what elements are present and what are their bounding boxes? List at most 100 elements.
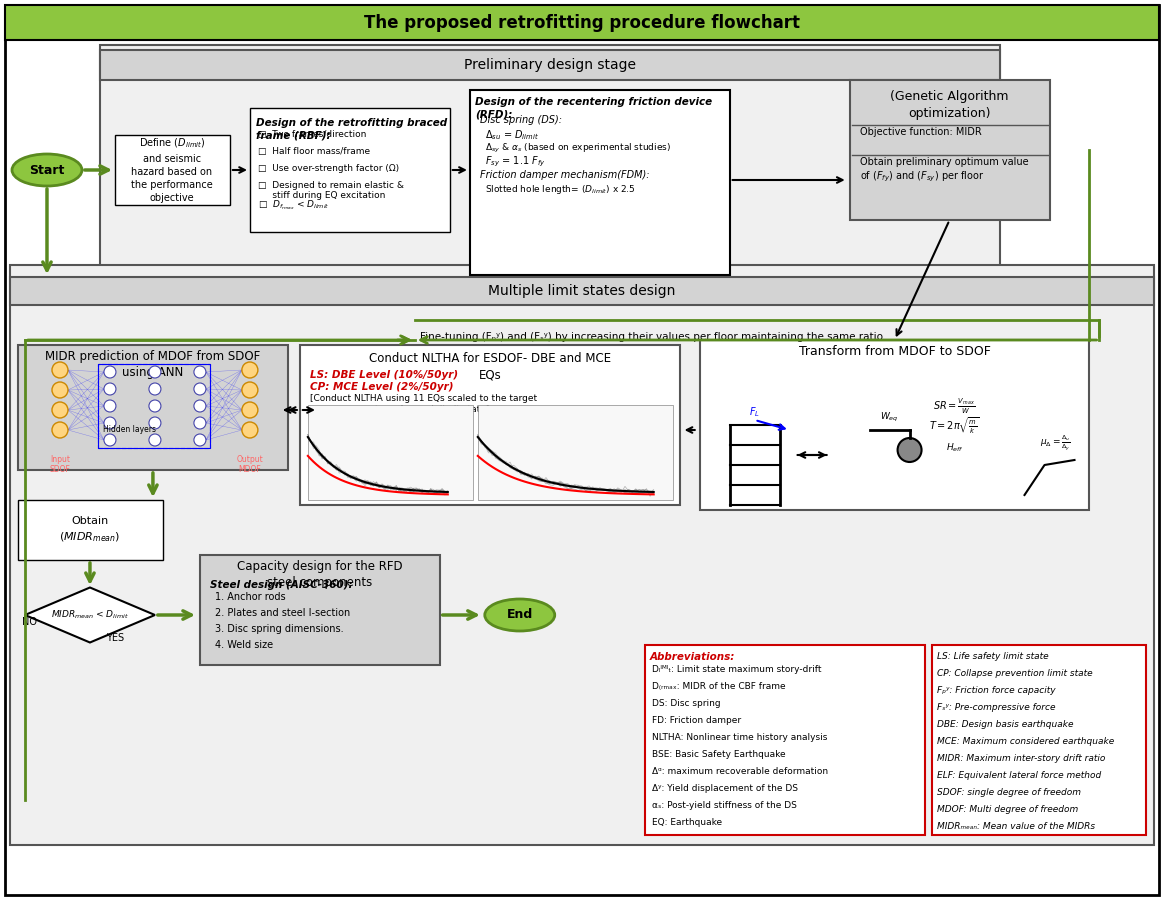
Text: Design of the recentering friction device
(RFD):: Design of the recentering friction devic… — [475, 97, 712, 120]
Text: Obtain
$(MIDR_{mean})$: Obtain $(MIDR_{mean})$ — [59, 517, 121, 544]
Bar — [115, 135, 230, 205]
Circle shape — [104, 434, 116, 446]
Bar — [17, 345, 288, 470]
Text: Disc spring (DS):: Disc spring (DS): — [480, 115, 562, 125]
Text: The proposed retrofitting procedure flowchart: The proposed retrofitting procedure flow… — [363, 14, 799, 32]
Text: 2. Plates and steel I-section: 2. Plates and steel I-section — [214, 608, 351, 618]
Text: D₍ᵣₘₐₓ: MIDR of the CBF frame: D₍ᵣₘₐₓ: MIDR of the CBF frame — [651, 682, 785, 691]
Circle shape — [52, 362, 68, 378]
Text: MIDR prediction of MDOF from SDOF
using ANN: MIDR prediction of MDOF from SDOF using … — [45, 350, 261, 379]
Circle shape — [104, 417, 116, 429]
Text: Define ($D_{limit}$)
and seismic
hazard based on
the performance
objective: Define ($D_{limit}$) and seismic hazard … — [130, 137, 213, 203]
Text: $H_{eff}$: $H_{eff}$ — [946, 441, 963, 454]
Text: Transform from MDOF to SDOF: Transform from MDOF to SDOF — [799, 345, 990, 358]
Circle shape — [104, 366, 116, 378]
Circle shape — [193, 383, 206, 395]
Text: Capacity design for the RFD
steel components: Capacity design for the RFD steel compon… — [236, 560, 403, 589]
Circle shape — [149, 400, 161, 412]
Text: LS: Life safety limit state: LS: Life safety limit state — [937, 652, 1048, 661]
Circle shape — [242, 362, 257, 378]
Bar — [469, 90, 729, 275]
Bar — [299, 345, 679, 505]
Text: MIDRₘₑₐₙ: Mean value of the MIDRs: MIDRₘₑₐₙ: Mean value of the MIDRs — [937, 822, 1095, 831]
Text: □  Two frames/direction: □ Two frames/direction — [257, 130, 366, 139]
Bar — [100, 50, 1000, 80]
Text: Fₚʸ: Friction force capacity: Fₚʸ: Friction force capacity — [937, 686, 1055, 695]
Circle shape — [52, 402, 68, 418]
Bar — [98, 364, 210, 448]
Text: YES: YES — [106, 633, 123, 643]
Bar — [10, 265, 1155, 845]
Text: $W_{eq}$: $W_{eq}$ — [881, 411, 899, 425]
Text: □  $D_{f_{rmax}}$ < $D_{limit}$: □ $D_{f_{rmax}}$ < $D_{limit}$ — [257, 198, 330, 212]
Text: αₛ: Post-yield stiffness of the DS: αₛ: Post-yield stiffness of the DS — [651, 801, 797, 810]
Text: □  Half floor mass/frame: □ Half floor mass/frame — [257, 147, 370, 156]
Text: Design of the retrofitting braced
frame (RBF):: Design of the retrofitting braced frame … — [256, 118, 447, 140]
Text: Objective function: MIDR: Objective function: MIDR — [860, 127, 981, 137]
Bar — [5, 5, 1159, 40]
Text: $MIDR_{mean}$ < $D_{limit}$: $MIDR_{mean}$ < $D_{limit}$ — [51, 608, 129, 621]
Circle shape — [897, 438, 922, 462]
Text: Hidden layers: Hidden layers — [104, 426, 156, 435]
Bar — [478, 405, 672, 500]
Circle shape — [52, 422, 68, 438]
Text: Output
MDOF: Output MDOF — [236, 455, 263, 474]
Text: 1. Anchor rods: 1. Anchor rods — [214, 592, 285, 602]
Text: EQ: Earthquake: EQ: Earthquake — [651, 818, 722, 827]
Text: [Conduct NLTHA using 11 EQs scaled to the target
response spectrum for each limi: [Conduct NLTHA using 11 EQs scaled to th… — [310, 394, 537, 414]
Text: ELF: Equivalent lateral force method: ELF: Equivalent lateral force method — [937, 771, 1101, 780]
Circle shape — [193, 417, 206, 429]
Circle shape — [52, 382, 68, 398]
Text: 3. Disc spring dimensions.: 3. Disc spring dimensions. — [214, 624, 344, 634]
Circle shape — [149, 383, 161, 395]
Text: $\Delta_{su}$ = $D_{limit}$: $\Delta_{su}$ = $D_{limit}$ — [485, 128, 538, 142]
Circle shape — [193, 434, 206, 446]
Circle shape — [149, 366, 161, 378]
Text: FD: Friction damper: FD: Friction damper — [651, 716, 741, 725]
Text: LS: DBE Level (10%/50yr): LS: DBE Level (10%/50yr) — [310, 370, 458, 380]
Circle shape — [149, 434, 161, 446]
Circle shape — [104, 383, 116, 395]
Text: $SR = \frac{V_{max}}{W}$: $SR = \frac{V_{max}}{W}$ — [933, 396, 975, 416]
Bar — [308, 405, 473, 500]
Text: SDOF: single degree of freedom: SDOF: single degree of freedom — [937, 788, 1081, 797]
Text: BSE: Basic Safety Earthquake: BSE: Basic Safety Earthquake — [651, 750, 785, 759]
Text: Dₗᴵᴹᴵₜ: Limit state maximum story-drift: Dₗᴵᴹᴵₜ: Limit state maximum story-drift — [651, 665, 821, 674]
Bar — [10, 277, 1155, 305]
Circle shape — [193, 400, 206, 412]
Text: Δᵅ: maximum recoverable deformation: Δᵅ: maximum recoverable deformation — [651, 767, 828, 776]
Bar — [849, 80, 1050, 220]
Ellipse shape — [12, 154, 82, 186]
Text: Input
SDOF: Input SDOF — [50, 455, 70, 474]
Bar — [700, 340, 1089, 510]
Bar — [200, 555, 440, 665]
Text: End: End — [507, 608, 532, 622]
Text: MIDR: Maximum inter-story drift ratio: MIDR: Maximum inter-story drift ratio — [937, 754, 1104, 763]
Ellipse shape — [485, 599, 555, 631]
Text: Fine-tuning (Fₚʸ) and (Fₛʸ) by increasing their values per floor maintaining the: Fine-tuning (Fₚʸ) and (Fₛʸ) by increasin… — [419, 332, 883, 342]
Circle shape — [193, 366, 206, 378]
Text: DBE: Design basis earthquake: DBE: Design basis earthquake — [937, 720, 1073, 729]
Text: Fₛʸ: Pre-compressive force: Fₛʸ: Pre-compressive force — [937, 703, 1055, 712]
Text: Multiple limit states design: Multiple limit states design — [488, 284, 676, 298]
Circle shape — [149, 417, 161, 429]
Text: Conduct NLTHA for ESDOF- DBE and MCE
EQs: Conduct NLTHA for ESDOF- DBE and MCE EQs — [368, 352, 610, 381]
Text: MCE: Maximum considered earthquake: MCE: Maximum considered earthquake — [937, 737, 1114, 746]
Text: Start: Start — [29, 164, 65, 176]
Text: CP: Collapse prevention limit state: CP: Collapse prevention limit state — [937, 669, 1092, 678]
Circle shape — [104, 400, 116, 412]
Text: MDOF: Multi degree of freedom: MDOF: Multi degree of freedom — [937, 805, 1078, 814]
Text: □  Designed to remain elastic &
     stiff during EQ excitation: □ Designed to remain elastic & stiff dur… — [257, 181, 404, 201]
Text: Friction damper mechanism(FDM):: Friction damper mechanism(FDM): — [480, 170, 649, 180]
Text: 4. Weld size: 4. Weld size — [214, 640, 273, 650]
Text: Preliminary design stage: Preliminary design stage — [464, 58, 636, 72]
Text: $\Delta_{sy}$ & $α_s$ (based on experimental studies): $\Delta_{sy}$ & $α_s$ (based on experime… — [485, 142, 671, 155]
Circle shape — [242, 402, 257, 418]
Text: $F_L$: $F_L$ — [749, 405, 760, 418]
Bar — [249, 108, 450, 232]
Bar — [100, 45, 1000, 305]
Text: Δʸ: Yield displacement of the DS: Δʸ: Yield displacement of the DS — [651, 784, 798, 793]
Polygon shape — [24, 588, 155, 643]
Bar — [98, 364, 210, 448]
Text: □  Use over-strength factor (Ω): □ Use over-strength factor (Ω) — [257, 164, 398, 173]
